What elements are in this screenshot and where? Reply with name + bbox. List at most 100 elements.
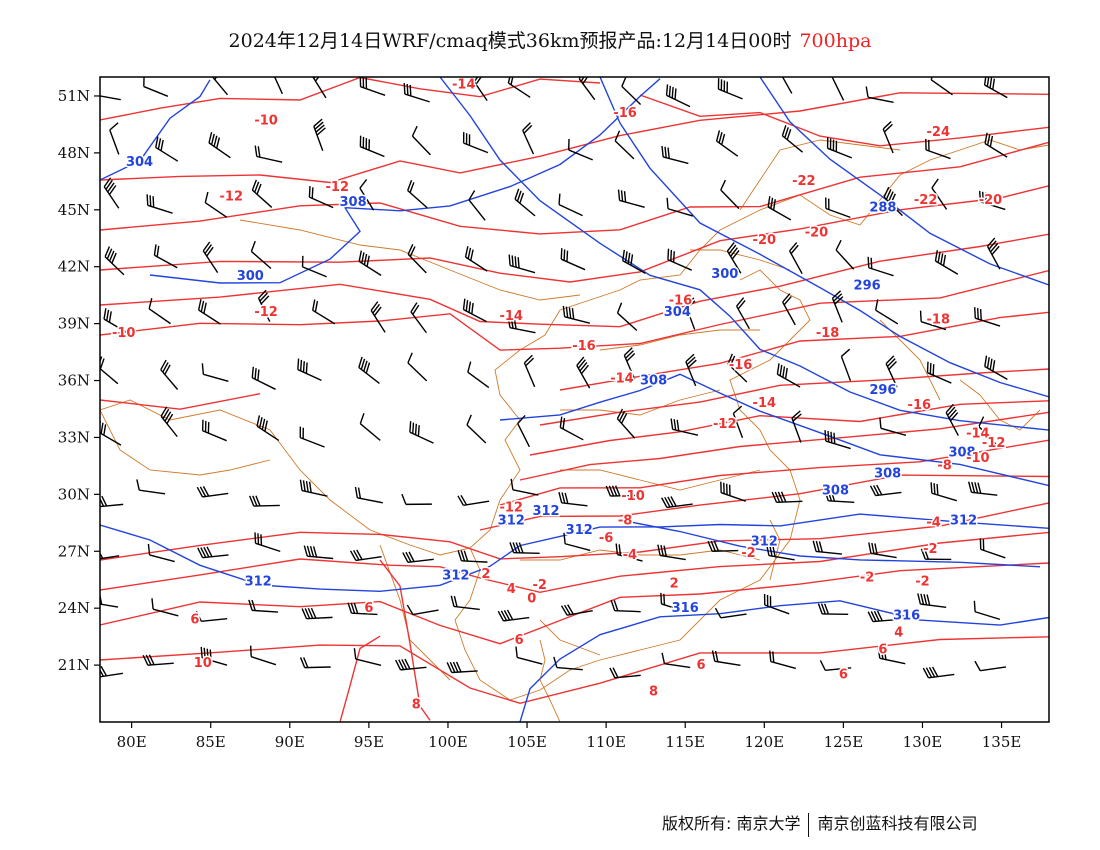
wind-barb — [877, 647, 906, 665]
wind-barb — [301, 255, 327, 278]
wind-barb — [457, 550, 488, 563]
isotherm — [559, 311, 1049, 391]
wind-barb — [560, 248, 586, 271]
wind-barb — [248, 599, 279, 613]
geopotential-contour — [149, 78, 661, 284]
wind-barb — [208, 132, 231, 159]
temperature-label: -6 — [599, 531, 613, 546]
wind-barb — [297, 358, 322, 382]
wind-barb — [100, 552, 120, 560]
wind-barb — [973, 600, 1001, 621]
wind-barb — [395, 658, 427, 671]
wind-barb — [578, 77, 596, 101]
wind-barb — [201, 363, 229, 383]
wind-barb — [919, 310, 947, 331]
wind-barb — [717, 78, 743, 100]
geopotential-label: 312 — [532, 504, 559, 519]
geopotential-labels: 304 308 300 288 300 296 304 308 296 308 312 312 312 3… — [124, 154, 978, 625]
wind-barb — [661, 652, 691, 669]
wind-barb — [661, 496, 693, 509]
temperature-label: -14 — [966, 426, 990, 441]
latitude-axis: 51N 48N 45N 42N 39N 36N 33N 30N 27N 24N 21N — [58, 87, 100, 674]
isotherm — [100, 185, 1049, 283]
temperature-label: -14 — [753, 396, 777, 411]
wind-barb — [945, 403, 959, 436]
wind-barb — [100, 593, 119, 608]
temperature-label: 6 — [515, 633, 524, 648]
wind-barb — [410, 302, 427, 334]
wind-barb — [732, 405, 744, 438]
wind-barb — [202, 241, 219, 273]
wind-barb — [930, 77, 953, 96]
wind-barb — [254, 145, 283, 163]
isotherm — [519, 411, 1049, 481]
border-line — [599, 329, 760, 351]
geopotential-label: 300 — [237, 269, 264, 284]
wind-barb — [303, 545, 334, 560]
wind-barb — [874, 299, 899, 325]
isotherm — [100, 77, 601, 121]
longitude-axis: 80E 85E 90E 95E 100E 105E 110E 115E 120E 125E 130E… — [117, 722, 1021, 751]
wind-barb — [707, 540, 739, 552]
wind-barb — [984, 355, 1008, 380]
lon-tick-label: 125E — [824, 733, 864, 751]
isotherm — [100, 531, 1049, 594]
wind-barb — [347, 602, 378, 616]
wind-barb — [782, 293, 796, 326]
lat-tick-label: 27N — [58, 542, 90, 560]
wind-barb — [522, 122, 535, 155]
wind-barb — [615, 543, 643, 562]
wind-barb — [883, 186, 903, 217]
wind-barb — [978, 190, 1006, 211]
geopotential-contour — [759, 77, 1049, 286]
country-borders — [100, 139, 1049, 722]
wind-barb — [621, 77, 642, 105]
wind-barb — [100, 356, 119, 385]
wind-barb — [788, 242, 803, 275]
wind-barb — [925, 138, 951, 160]
temperature-label: -16 — [613, 106, 637, 121]
temperature-label: -12 — [499, 500, 523, 515]
wind-barb — [249, 495, 280, 507]
temperature-label: -14 — [452, 77, 476, 92]
temperature-label: -10 — [112, 326, 136, 341]
wind-barb — [812, 540, 843, 555]
temperature-label: -22 — [914, 193, 938, 208]
wind-barb — [560, 604, 593, 616]
lon-tick-label: 95E — [354, 733, 384, 751]
wind-barb — [143, 77, 169, 97]
wind-barb — [250, 240, 272, 270]
border-line — [769, 519, 781, 581]
isotherm — [639, 94, 1049, 147]
temperature-label: 6 — [190, 612, 199, 627]
wind-barb — [195, 611, 228, 623]
wind-barb — [922, 666, 955, 679]
lon-tick-label: 120E — [745, 733, 785, 751]
wind-barb — [605, 485, 637, 497]
temperature-label: -10 — [966, 451, 990, 466]
wind-barb — [103, 177, 120, 209]
wind-barb — [824, 430, 851, 450]
temperature-label: 4 — [507, 582, 516, 597]
temperature-label: -24 — [927, 125, 951, 140]
wind-barb — [763, 593, 790, 615]
title-pressure-level: 700hpa — [799, 30, 872, 52]
wind-barb — [508, 254, 536, 274]
wind-barb — [406, 604, 439, 616]
temperature-label: 2 — [670, 576, 679, 591]
geopotential-contours — [100, 77, 1049, 722]
wind-barb — [826, 137, 853, 159]
temperature-label: 6 — [878, 643, 887, 658]
wind-barb — [660, 592, 687, 613]
geopotential-label: 308 — [640, 373, 667, 388]
lon-tick-label: 130E — [903, 733, 943, 751]
geopotential-label: 308 — [948, 445, 975, 460]
wind-barb — [450, 595, 480, 611]
temperature-label: 8 — [649, 684, 658, 699]
temperature-label: -8 — [937, 459, 951, 474]
temperature-label: -10 — [621, 489, 645, 504]
wind-barb — [146, 194, 173, 214]
wind-barb — [868, 542, 897, 559]
wind-barb — [819, 660, 852, 672]
